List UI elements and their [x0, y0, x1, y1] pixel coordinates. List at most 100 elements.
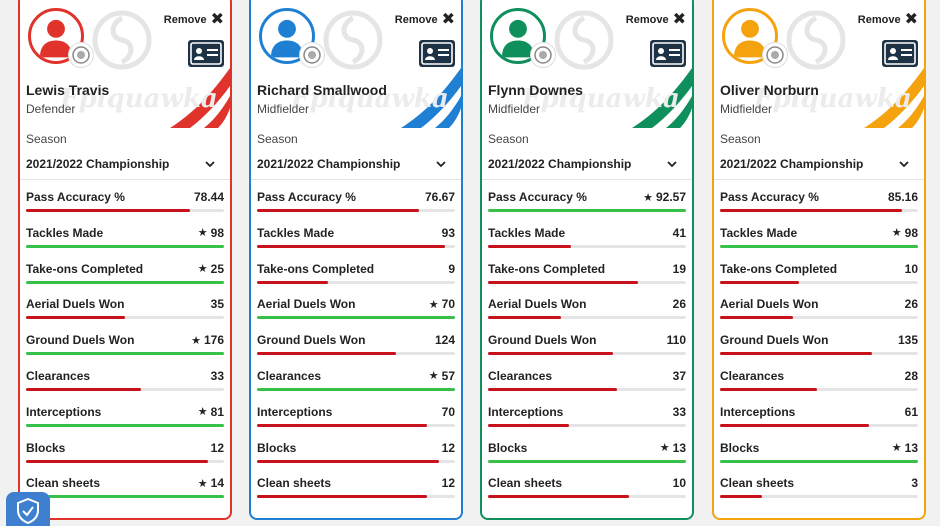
- stat-bar-track: [26, 459, 224, 463]
- player-position: Midfielder: [720, 102, 773, 116]
- stat-value: 12: [441, 440, 455, 455]
- hull-badge-icon: [299, 42, 325, 68]
- stat-label: Interceptions: [257, 404, 333, 419]
- watermark-text: Fpiquawka: [754, 84, 912, 114]
- stat-label: Aerial Duels Won: [720, 297, 819, 312]
- stat-row: Blocks ★ 13: [488, 435, 686, 471]
- remove-button[interactable]: Remove ✖: [625, 11, 686, 28]
- stat-value: 176: [203, 333, 224, 348]
- stat-row: Pass Accuracy % 85.16: [720, 184, 918, 220]
- player-header: Remove ✖ Fpiquawka Lewis Travis Defender: [20, 0, 230, 128]
- stat-row: Interceptions 33: [488, 399, 686, 435]
- stat-value: 124: [434, 333, 455, 348]
- season-value: 2021/2022 Championship: [488, 156, 632, 171]
- stat-row: Aerial Duels Won 26: [488, 291, 686, 327]
- star-icon: ★: [428, 298, 439, 311]
- player-name[interactable]: Flynn Downes: [488, 82, 583, 98]
- stat-row: Clearances 37: [488, 363, 686, 399]
- star-icon: ★: [191, 334, 201, 347]
- player-position: Defender: [26, 102, 76, 116]
- stat-bar-fill: [720, 352, 873, 356]
- stat-bar-fill: [26, 387, 141, 391]
- person-icon: [270, 19, 304, 58]
- stat-bar-track: [257, 209, 455, 212]
- stat-label: Tackles Made: [720, 225, 798, 240]
- stat-label: Clearances: [720, 368, 785, 383]
- close-icon: ✖: [672, 11, 686, 28]
- stat-bar-track: [257, 244, 455, 248]
- stat-row: Ground Duels Won ★ 176: [26, 327, 224, 363]
- stat-bar-fill: [26, 495, 224, 499]
- stat-label: Pass Accuracy %: [488, 190, 587, 204]
- stats-list: Pass Accuracy % 78.44 Tackles Made ★ 98 Take-…: [20, 180, 230, 506]
- person-icon: [39, 19, 73, 58]
- stat-row: Tackles Made 93: [257, 220, 455, 256]
- stat-value-group: ★ 13: [660, 441, 686, 455]
- stat-bar-fill: [26, 209, 191, 212]
- stat-value-group: ★ 98: [198, 226, 224, 240]
- stat-value: 26: [904, 297, 918, 312]
- stat-value: 13: [904, 440, 918, 455]
- player-profile-button[interactable]: [650, 40, 686, 67]
- stat-value-group: 19: [673, 262, 686, 276]
- player-name[interactable]: Oliver Norburn: [720, 82, 819, 98]
- player-profile-button[interactable]: [882, 40, 918, 67]
- stat-value-group: ★ 98: [892, 226, 918, 240]
- stat-value: 98: [210, 225, 224, 240]
- stat-value-group: ★ 25: [198, 262, 224, 276]
- privacy-shield-button[interactable]: [6, 492, 50, 526]
- stat-bar-track: [488, 316, 686, 320]
- stat-label: Ground Duels Won: [720, 333, 829, 348]
- season-dropdown[interactable]: 2021/2022 Championship: [251, 148, 461, 180]
- stat-bar-fill: [257, 209, 420, 212]
- stat-bar-track: [720, 280, 918, 284]
- season-dropdown[interactable]: 2021/2022 Championship: [482, 148, 692, 180]
- stat-bar-track: [26, 316, 224, 320]
- stat-value: 92.57: [655, 190, 686, 204]
- stat-value-group: 10: [673, 476, 686, 490]
- stat-bar-track: [488, 280, 686, 284]
- stat-bar-track: [26, 280, 224, 284]
- stat-bar-track: [488, 209, 686, 212]
- stat-row: Pass Accuracy % ★ 92.57: [488, 184, 686, 220]
- stat-bar-track: [720, 459, 918, 463]
- remove-label: Remove: [625, 14, 669, 26]
- stat-row: Blocks 12: [257, 435, 455, 471]
- stat-value: 85.16: [887, 190, 918, 204]
- player-profile-button[interactable]: [188, 40, 224, 67]
- brand-logo-icon: [786, 10, 846, 70]
- stat-row: Blocks 12: [26, 435, 224, 471]
- stat-value-group: 12: [442, 441, 455, 455]
- stat-row: Ground Duels Won 124: [257, 327, 455, 363]
- stat-row: Tackles Made 41: [488, 220, 686, 256]
- stat-value: 78.44: [193, 190, 224, 204]
- stat-value: 70: [441, 404, 455, 419]
- stat-value-group: ★ 70: [429, 297, 455, 311]
- player-name[interactable]: Lewis Travis: [26, 82, 110, 98]
- stat-value: 57: [441, 368, 455, 383]
- star-icon: ★: [659, 442, 670, 455]
- season-dropdown[interactable]: 2021/2022 Championship: [714, 148, 924, 180]
- season-value: 2021/2022 Championship: [720, 156, 864, 171]
- stat-bar-track: [257, 316, 455, 320]
- stat-bar-track: [488, 387, 686, 391]
- player-profile-button[interactable]: [419, 40, 455, 67]
- stat-label: Blocks: [257, 440, 297, 455]
- stat-bar-fill: [720, 316, 794, 320]
- remove-button[interactable]: Remove ✖: [395, 12, 455, 28]
- brand-logo-icon: [323, 10, 383, 70]
- stat-label: Interceptions: [26, 404, 102, 419]
- stat-bar-track: [26, 423, 224, 427]
- star-icon: ★: [891, 227, 902, 240]
- stat-row: Clearances 33: [26, 363, 224, 399]
- player-card: Remove ✖ Fpiquawka Lewis Travis Defender Seas…: [18, 0, 232, 520]
- stat-value: 9: [448, 261, 455, 276]
- player-name[interactable]: Richard Smallwood: [257, 82, 387, 98]
- stat-row: Aerial Duels Won ★ 70: [257, 291, 455, 327]
- stat-bar-track: [26, 387, 224, 391]
- remove-button[interactable]: Remove ✖: [164, 12, 224, 28]
- remove-button[interactable]: Remove ✖: [858, 12, 918, 28]
- stat-value-group: 12: [442, 476, 455, 490]
- season-dropdown[interactable]: 2021/2022 Championship: [20, 148, 230, 180]
- stat-bar-fill: [488, 280, 639, 284]
